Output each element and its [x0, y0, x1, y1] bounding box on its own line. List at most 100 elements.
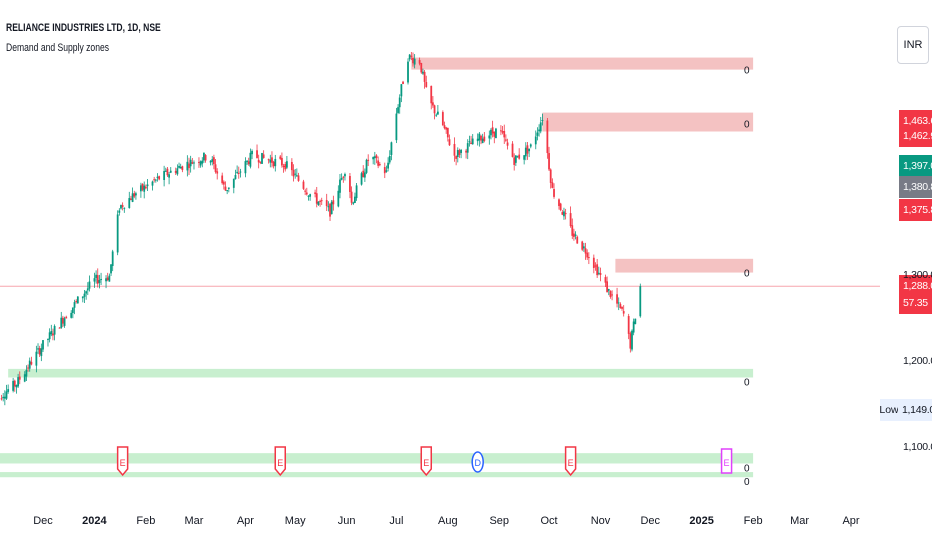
- candle-body: [634, 318, 637, 325]
- candle-body: [506, 142, 509, 146]
- candle-body: [445, 127, 448, 130]
- candle-body: [363, 172, 366, 178]
- candle-body: [627, 316, 630, 334]
- candle-body: [237, 172, 240, 174]
- candle-body: [52, 333, 54, 336]
- price-tag: 1,397.05: [899, 154, 932, 177]
- dividend-icon: [471, 451, 484, 473]
- candle-body: [329, 203, 331, 217]
- chart-area[interactable]: 0 0 0 0 0 0 E E E D E E: [0, 0, 880, 510]
- low-label: Low: [879, 399, 899, 421]
- zone-label: 0: [744, 66, 750, 77]
- candle-body: [315, 193, 318, 204]
- candle-body: [402, 81, 404, 84]
- candle-body: [354, 196, 356, 204]
- candle-body: [385, 170, 388, 172]
- candle-body: [430, 85, 433, 104]
- candle-body: [524, 147, 527, 157]
- candle-body: [365, 159, 368, 173]
- candle-body: [168, 174, 170, 178]
- candle-body: [558, 199, 560, 206]
- candle-body: [586, 252, 589, 258]
- zone-label: 0: [744, 120, 750, 131]
- candle-body: [121, 205, 124, 207]
- candle-body: [281, 157, 283, 166]
- candle-body: [226, 190, 229, 192]
- candle-body: [443, 125, 446, 129]
- candle-body: [216, 171, 219, 174]
- candle-body: [93, 278, 96, 282]
- candle-body: [128, 198, 131, 209]
- candle-body: [222, 181, 225, 185]
- candle-body: [455, 156, 458, 159]
- earnings-marker[interactable]: E: [274, 446, 287, 477]
- low-value: 1,149.05: [898, 399, 932, 421]
- candle-body: [604, 277, 607, 283]
- x-tick-label: Aug: [438, 515, 458, 527]
- candle-body: [62, 317, 64, 324]
- supply-zone: [542, 112, 754, 132]
- candle-body: [573, 233, 575, 237]
- candle-body: [65, 316, 68, 319]
- dividend-marker[interactable]: D: [471, 451, 484, 473]
- candle-body: [294, 173, 297, 175]
- candle-body: [523, 155, 526, 160]
- candle-body: [412, 57, 414, 64]
- candle-body: [75, 300, 78, 302]
- candle-body: [500, 130, 502, 132]
- earnings-marker[interactable]: E: [420, 446, 433, 477]
- candle-body: [86, 288, 89, 291]
- candle-body: [181, 166, 184, 171]
- candle-body: [2, 396, 5, 399]
- candle-body: [153, 179, 156, 181]
- x-tick-label: 2025: [689, 515, 714, 527]
- candle-body: [581, 241, 584, 250]
- candle-body: [378, 163, 381, 166]
- candle-body: [261, 153, 263, 164]
- candle-body: [377, 160, 380, 166]
- candle-body: [617, 302, 620, 304]
- candle-body: [596, 264, 599, 276]
- candle-body: [35, 351, 38, 366]
- candle-body: [166, 168, 169, 176]
- candle-body: [563, 211, 565, 217]
- candle-body: [305, 192, 308, 195]
- currency-button[interactable]: INR: [897, 26, 929, 64]
- candle-body: [436, 111, 439, 115]
- candle-body: [599, 273, 602, 275]
- indicator-label[interactable]: Demand and Supply zones: [6, 42, 110, 54]
- y-tick-label: 1,300.00: [903, 269, 932, 281]
- earnings-icon: [420, 446, 433, 477]
- candle-body: [131, 193, 134, 202]
- price-chart[interactable]: 0 0 0 0 0 0 E E E D E E: [0, 0, 880, 510]
- candle-body: [518, 154, 521, 159]
- candle-body: [423, 71, 426, 82]
- candle-body: [352, 202, 355, 204]
- candle-body: [433, 105, 436, 114]
- earnings-marker[interactable]: E: [564, 446, 577, 477]
- candle-body: [448, 139, 451, 146]
- zone-label: 0: [744, 477, 750, 488]
- candle-body: [569, 213, 572, 227]
- marker-label: E: [120, 458, 126, 468]
- candle-body: [40, 348, 43, 357]
- x-tick-label: May: [284, 515, 306, 527]
- candle-body: [143, 185, 146, 192]
- candle-body: [28, 360, 31, 369]
- candle-body: [234, 175, 237, 180]
- candle-body: [355, 185, 358, 199]
- candle-body: [373, 156, 376, 159]
- candle-body: [483, 136, 486, 141]
- x-tick-label: Sep: [489, 515, 510, 527]
- earnings-marker[interactable]: E: [720, 448, 733, 474]
- candle-body: [141, 183, 144, 190]
- candle-body: [23, 374, 26, 382]
- candle-body: [282, 166, 285, 168]
- symbol-title[interactable]: RELIANCE INDUSTRIES LTD, 1D, NSE: [6, 22, 161, 34]
- candle-body: [470, 142, 472, 145]
- candle-body: [272, 161, 275, 167]
- candle-body: [201, 160, 204, 164]
- x-tick-label: 2024: [82, 515, 107, 527]
- earnings-marker[interactable]: E: [116, 446, 129, 477]
- x-tick-label: Mar: [790, 515, 810, 527]
